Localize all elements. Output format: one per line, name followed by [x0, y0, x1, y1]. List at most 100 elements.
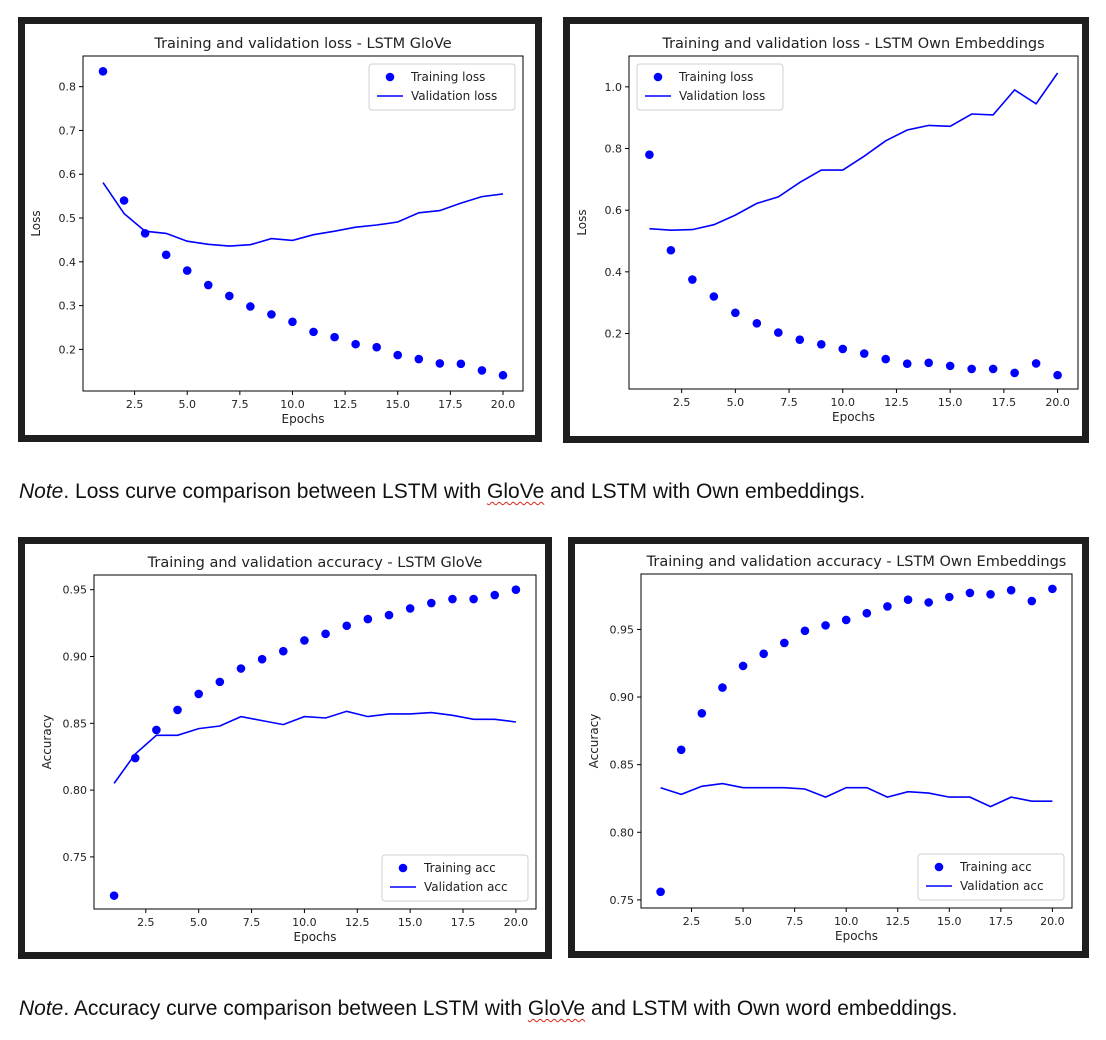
data-point-training-acc — [194, 689, 203, 699]
data-point-training-acc — [405, 604, 415, 613]
data-point-training-acc — [780, 638, 789, 648]
x-tick-label: 10.0 — [292, 916, 317, 929]
x-tick-label: 2.5 — [126, 398, 144, 411]
y-tick-label: 0.80 — [610, 826, 635, 839]
x-tick-label: 7.5 — [786, 915, 804, 928]
x-tick-label: 17.5 — [992, 396, 1017, 409]
legend-box — [636, 63, 784, 111]
y-tick-label: 0.3 — [59, 300, 77, 313]
legend-label: Training acc — [423, 861, 496, 875]
y-tick-label: 0.6 — [605, 204, 623, 217]
data-point-training-loss — [902, 359, 912, 369]
note-accuracy-caption: Note. Accuracy curve comparison between … — [19, 997, 957, 1021]
data-point-training-loss — [351, 339, 360, 349]
y-tick-label: 0.2 — [59, 343, 77, 356]
data-point-training-loss — [1031, 359, 1041, 368]
x-tick-label: 17.5 — [989, 915, 1014, 928]
data-point-training-acc — [469, 594, 478, 604]
y-tick-label: 0.5 — [59, 212, 77, 225]
x-tick-label: 10.0 — [280, 398, 305, 411]
note-accuracy-text-before: . Accuracy curve comparison between LSTM… — [63, 997, 528, 1020]
data-point-training-acc — [883, 602, 892, 611]
note-loss-caption: Note. Loss curve comparison between LSTM… — [19, 480, 865, 504]
x-tick-label: 17.5 — [438, 398, 463, 411]
y-tick-label: 0.6 — [59, 168, 77, 181]
note-accuracy-lead: Note — [19, 997, 64, 1020]
data-point-training-acc — [490, 590, 500, 600]
data-point-training-loss — [645, 150, 654, 159]
chart-panel-loss-own: Training and validation loss - LSTM Own … — [563, 17, 1089, 443]
series-line-validation-loss — [102, 182, 504, 247]
x-tick-label: 17.5 — [451, 916, 476, 929]
x-tick-label: 7.5 — [243, 916, 261, 929]
data-point-training-acc — [321, 629, 330, 639]
data-point-training-acc — [1048, 584, 1057, 594]
legend-marker-swatch — [398, 863, 408, 873]
data-point-training-loss — [859, 349, 869, 358]
x-tick-label: 5.0 — [734, 915, 752, 928]
y-tick-label: 0.75 — [610, 894, 635, 907]
y-tick-label: 0.4 — [59, 256, 77, 269]
y-tick-label: 0.85 — [63, 717, 88, 730]
data-point-training-acc — [862, 608, 872, 618]
x-tick-label: 7.5 — [231, 398, 249, 411]
y-tick-label: 0.80 — [63, 784, 88, 797]
y-tick-label: 1.0 — [605, 81, 623, 94]
legend-marker-swatch — [934, 862, 944, 872]
data-point-training-loss — [393, 350, 403, 360]
legend-label: Training acc — [959, 860, 1032, 874]
x-tick-label: 2.5 — [683, 915, 701, 928]
legend-box — [917, 853, 1065, 901]
x-tick-label: 12.5 — [885, 915, 910, 928]
series-line-validation-acc — [660, 782, 1053, 808]
x-tick-label: 20.0 — [1045, 396, 1070, 409]
y-tick-label: 0.75 — [63, 851, 88, 864]
chart-loss-own: Training and validation loss - LSTM Own … — [575, 36, 1079, 424]
x-tick-label: 20.0 — [1040, 915, 1065, 928]
data-point-training-loss — [709, 292, 719, 301]
data-point-training-acc — [1027, 596, 1037, 606]
x-tick-label: 15.0 — [937, 915, 962, 928]
y-tick-label: 0.90 — [610, 691, 635, 704]
data-point-training-loss — [477, 366, 487, 375]
y-axis-label: Loss — [29, 210, 43, 236]
legend-label: Training loss — [410, 70, 485, 84]
data-point-training-acc — [924, 598, 933, 607]
data-point-training-loss — [838, 344, 848, 354]
data-point-training-acc — [841, 615, 851, 625]
y-tick-label: 0.95 — [610, 623, 635, 636]
chart-title: Training and validation accuracy - LSTM … — [646, 554, 1067, 570]
x-tick-label: 15.0 — [938, 396, 963, 409]
legend-marker-swatch — [385, 72, 395, 82]
legend: Training acc Validation acc — [381, 854, 529, 902]
data-point-training-loss — [267, 310, 276, 319]
data-point-training-loss — [1053, 370, 1062, 380]
data-point-training-acc — [384, 610, 394, 620]
legend-box — [381, 854, 529, 902]
x-axis-label: Epochs — [294, 930, 337, 944]
data-point-training-loss — [309, 327, 318, 337]
legend-label: Validation acc — [424, 880, 508, 894]
data-point-training-acc — [944, 592, 954, 602]
data-point-training-loss — [456, 359, 466, 369]
x-axis-label: Epochs — [832, 410, 875, 424]
data-point-training-acc — [448, 594, 457, 604]
chart-panel-accuracy-own: Training and validation accuracy - LSTM … — [568, 537, 1089, 958]
legend-label: Training loss — [678, 70, 753, 84]
x-tick-label: 15.0 — [398, 916, 423, 929]
x-tick-label: 10.0 — [831, 396, 856, 409]
data-point-training-acc — [986, 589, 995, 599]
x-tick-label: 7.5 — [780, 396, 798, 409]
y-axis-label: Loss — [575, 209, 589, 235]
data-point-training-acc — [173, 705, 182, 715]
legend-box — [368, 63, 516, 111]
chart-title: Training and validation loss - LSTM Own … — [661, 36, 1044, 52]
x-axis-label: Epochs — [835, 929, 878, 943]
data-point-training-acc — [903, 595, 913, 604]
data-point-training-loss — [945, 361, 955, 371]
data-point-training-loss — [881, 354, 891, 364]
data-point-training-acc — [300, 636, 309, 645]
data-point-training-loss — [752, 319, 762, 328]
data-point-training-loss — [967, 364, 976, 374]
data-point-training-acc — [821, 621, 830, 630]
